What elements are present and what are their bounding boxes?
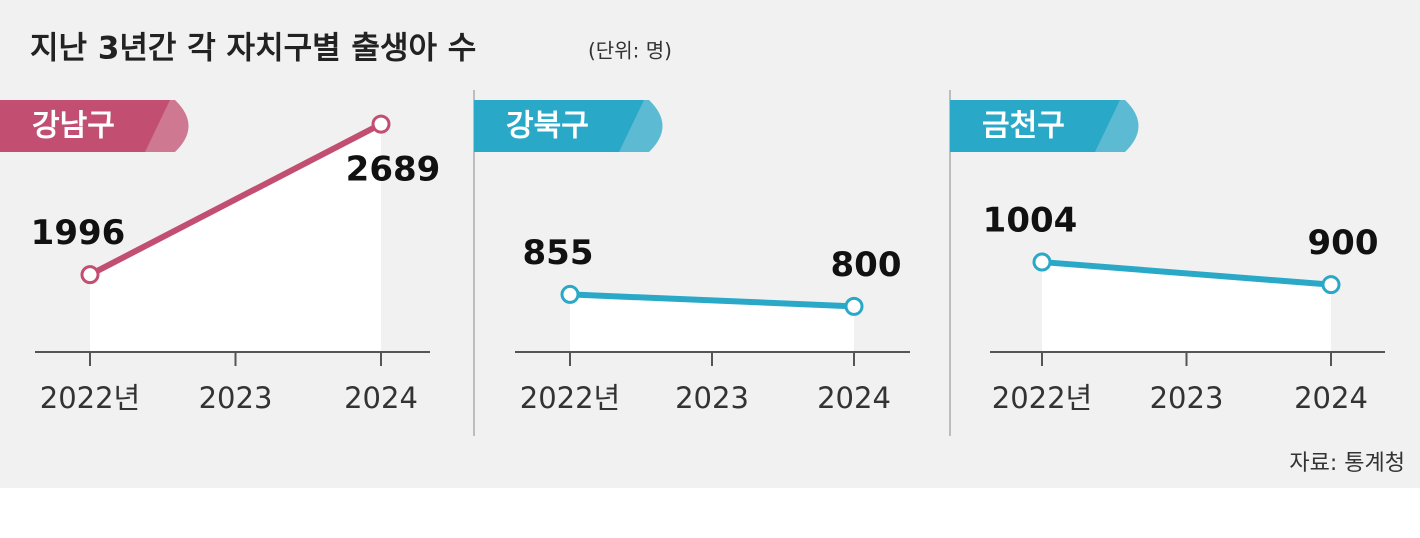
- x-tick-label: 2024: [1294, 381, 1368, 415]
- badge: [950, 100, 1120, 152]
- line: [1041, 259, 1332, 288]
- value-label: 1004: [983, 201, 1078, 241]
- point: [1321, 275, 1341, 295]
- chart-title: 지난 3년간 각 자치구별 출생아 수: [30, 31, 476, 67]
- panel-title: 금천구: [982, 109, 1065, 144]
- point: [371, 114, 391, 134]
- point: [844, 296, 864, 316]
- x-tick-label: 2022년: [520, 381, 620, 415]
- area-fill: [570, 294, 854, 352]
- x-tick-label: 2023: [1150, 381, 1224, 415]
- value-label: 2689: [346, 150, 441, 190]
- badge: [474, 100, 644, 152]
- x-tick-label: 2023: [199, 381, 273, 415]
- value-label: 900: [1308, 223, 1379, 263]
- panel-title: 강북구: [506, 109, 589, 144]
- area-fill: [90, 124, 381, 352]
- value-label: 1996: [31, 213, 126, 253]
- unit-note: (단위: 명): [588, 39, 672, 63]
- panel-title: 강남구: [32, 109, 115, 144]
- line: [88, 121, 383, 278]
- source: 자료: 통계청: [1289, 451, 1405, 476]
- x-tick-label: 2022년: [40, 381, 140, 415]
- x-tick-label: 2022년: [992, 381, 1092, 415]
- area-fill: [1042, 262, 1331, 352]
- x-tick-label: 2023: [675, 381, 749, 415]
- point: [560, 284, 580, 304]
- value-label: 855: [523, 233, 594, 273]
- x-tick-label: 2024: [344, 381, 418, 415]
- point: [80, 265, 100, 285]
- badge: [0, 100, 170, 152]
- point: [1032, 252, 1052, 272]
- line: [569, 291, 855, 310]
- x-tick-label: 2024: [817, 381, 891, 415]
- value-label: 800: [831, 245, 902, 285]
